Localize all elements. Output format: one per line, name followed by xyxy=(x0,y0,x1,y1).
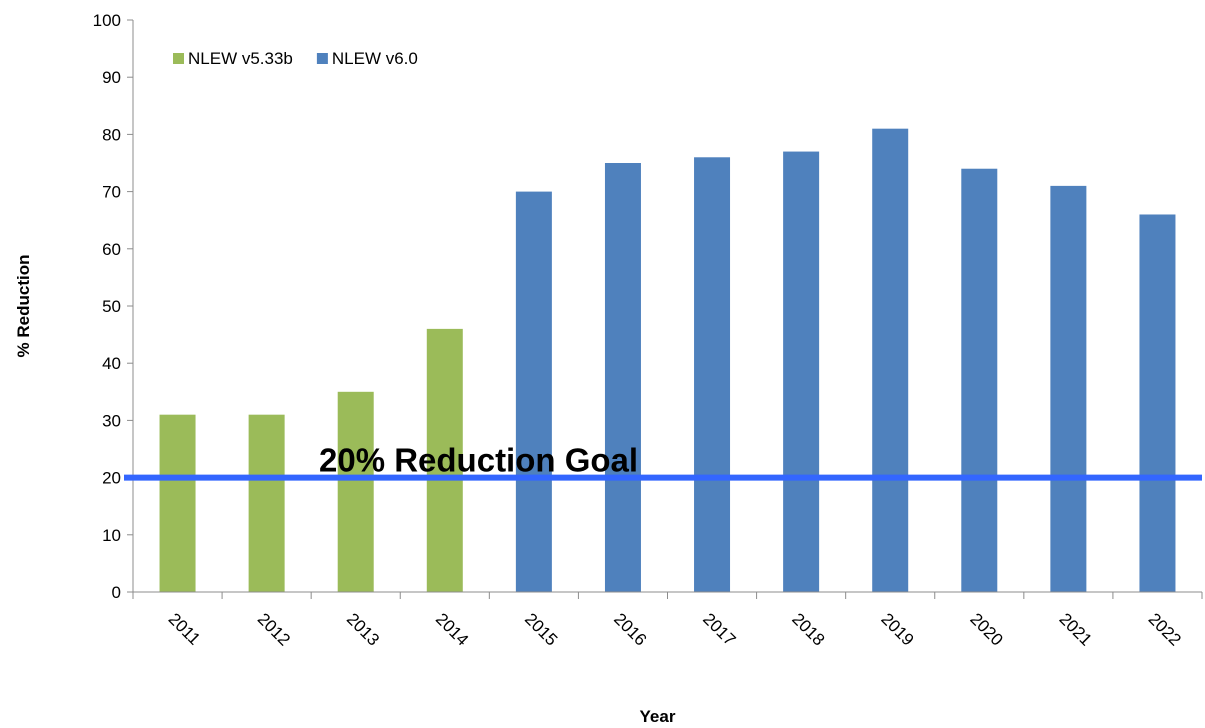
x-ticks-group: 2011 2012 2013 2014 2015 2016 2017 2018 2019 2020… xyxy=(132,592,1203,650)
y-tick-label: 10 xyxy=(102,526,121,545)
y-tick-label: 100 xyxy=(93,11,121,30)
x-tick-label: 2013 xyxy=(343,609,383,649)
bar xyxy=(1139,214,1176,593)
x-tick-label: 2020 xyxy=(966,609,1006,649)
goal-label: 20% Reduction Goal xyxy=(319,442,638,479)
bar xyxy=(248,414,285,592)
legend-swatch xyxy=(316,53,328,64)
bar xyxy=(1050,185,1087,592)
legend-label: NLEW v6.0 xyxy=(332,49,418,68)
x-tick-label: 2016 xyxy=(610,609,650,649)
legend-label: NLEW v5.33b xyxy=(188,49,293,68)
y-tick-label: 40 xyxy=(102,354,121,373)
y-ticks-group: 0 10 20 30 40 50 60 70 80 90 100 xyxy=(93,11,133,602)
bar xyxy=(515,191,552,592)
y-tick-label: 20 xyxy=(102,469,121,488)
x-tick-label: 2014 xyxy=(432,609,472,649)
axes-group xyxy=(132,20,1202,593)
y-tick-label: 0 xyxy=(112,583,121,602)
x-tick-label: 2011 xyxy=(165,609,204,648)
y-tick-label: 70 xyxy=(102,183,121,202)
y-axis-title: % Reduction xyxy=(14,255,33,358)
bar xyxy=(337,391,374,592)
y-tick-label: 60 xyxy=(102,240,121,259)
x-axis-title: Year xyxy=(640,707,676,726)
bar xyxy=(426,328,463,592)
bar xyxy=(961,168,998,592)
x-tick-label: 2012 xyxy=(254,609,294,649)
bar xyxy=(783,151,820,592)
x-tick-label: 2015 xyxy=(521,609,561,649)
legend: NLEW v5.33b NLEW v6.0 xyxy=(173,49,418,68)
bar xyxy=(872,128,909,592)
y-tick-label: 30 xyxy=(102,411,121,430)
legend-swatch xyxy=(173,53,184,64)
x-tick-label: 2017 xyxy=(699,609,739,649)
y-tick-label: 50 xyxy=(102,297,121,316)
x-tick-label: 2018 xyxy=(788,609,828,649)
bar xyxy=(694,157,731,592)
x-tick-label: 2022 xyxy=(1145,609,1185,649)
bars-group xyxy=(159,128,1176,593)
bar xyxy=(159,414,196,592)
y-tick-label: 90 xyxy=(102,68,121,87)
x-tick-label: 2021 xyxy=(1056,609,1096,649)
y-tick-label: 80 xyxy=(102,125,121,144)
x-tick-label: 2019 xyxy=(877,609,917,649)
bar xyxy=(604,163,641,592)
